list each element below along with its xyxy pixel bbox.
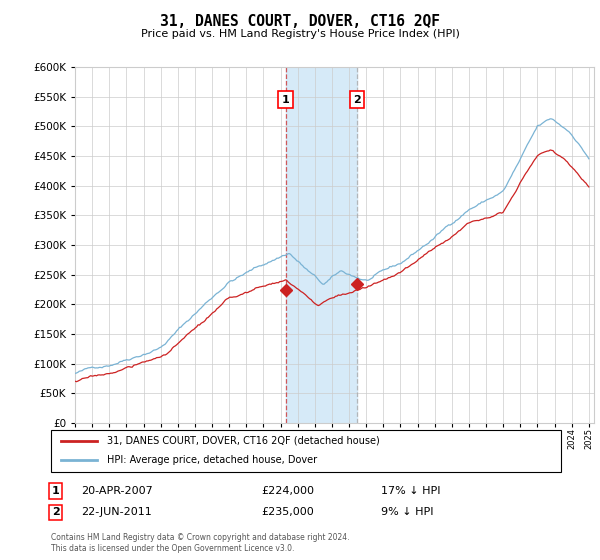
Text: 9% ↓ HPI: 9% ↓ HPI xyxy=(381,507,433,517)
Text: 20-APR-2007: 20-APR-2007 xyxy=(81,486,153,496)
Text: 31, DANES COURT, DOVER, CT16 2QF (detached house): 31, DANES COURT, DOVER, CT16 2QF (detach… xyxy=(107,436,380,446)
Text: 1: 1 xyxy=(52,486,59,496)
Text: HPI: Average price, detached house, Dover: HPI: Average price, detached house, Dove… xyxy=(107,455,317,465)
Text: Contains HM Land Registry data © Crown copyright and database right 2024.
This d: Contains HM Land Registry data © Crown c… xyxy=(51,533,349,553)
Text: 17% ↓ HPI: 17% ↓ HPI xyxy=(381,486,440,496)
Text: 2: 2 xyxy=(353,95,361,105)
Text: 22-JUN-2011: 22-JUN-2011 xyxy=(81,507,152,517)
Text: 2: 2 xyxy=(52,507,59,517)
Bar xyxy=(286,67,357,423)
Text: £235,000: £235,000 xyxy=(261,507,314,517)
Text: £224,000: £224,000 xyxy=(261,486,314,496)
Text: 1: 1 xyxy=(282,95,290,105)
Text: Price paid vs. HM Land Registry's House Price Index (HPI): Price paid vs. HM Land Registry's House … xyxy=(140,29,460,39)
Text: 31, DANES COURT, DOVER, CT16 2QF: 31, DANES COURT, DOVER, CT16 2QF xyxy=(160,14,440,29)
